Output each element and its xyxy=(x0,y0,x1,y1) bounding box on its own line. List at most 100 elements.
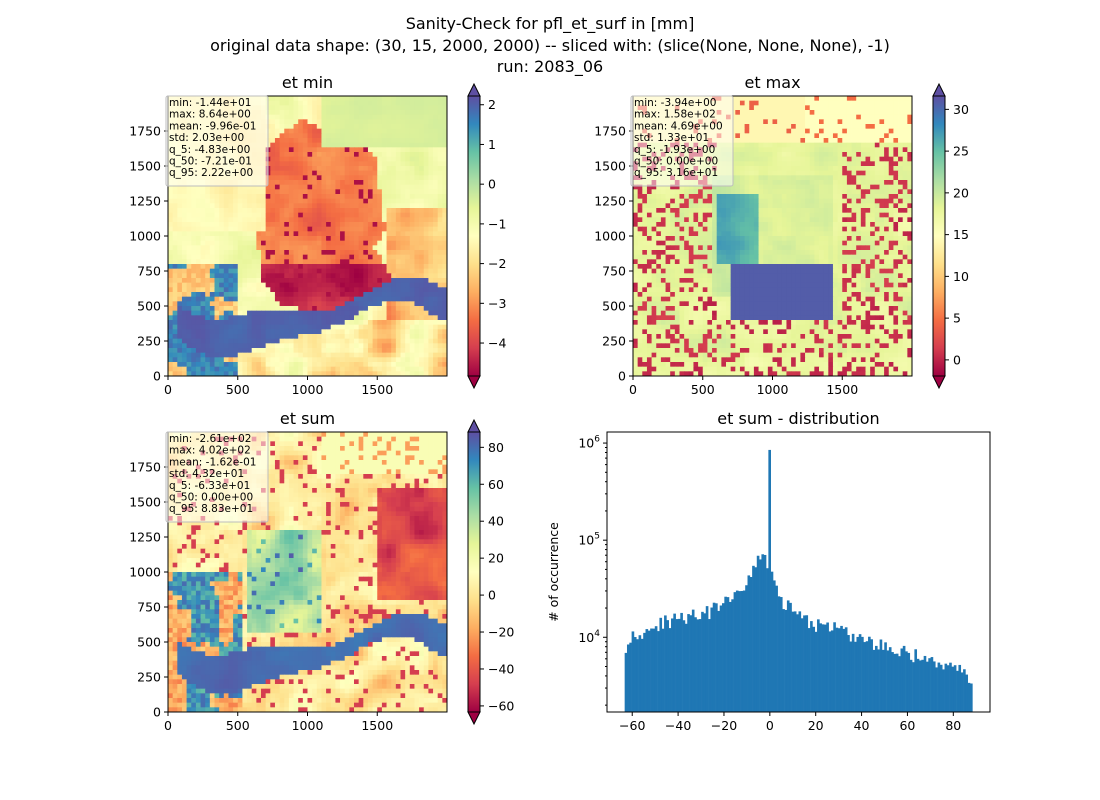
heatmap-cell xyxy=(358,268,364,274)
heatmap-cell xyxy=(870,152,876,158)
heatmap-cell xyxy=(409,180,415,186)
heatmap-cell xyxy=(330,128,336,134)
heatmap-cell xyxy=(367,273,373,279)
heatmap-cell xyxy=(386,320,392,326)
heatmap-cell xyxy=(758,170,764,176)
heatmap-cell xyxy=(860,161,866,167)
heatmap-cell xyxy=(828,128,834,134)
heatmap-cell xyxy=(423,96,429,102)
heatmap-cell xyxy=(172,278,178,284)
heatmap-cell xyxy=(274,315,280,321)
heatmap-cell xyxy=(284,315,290,321)
heatmap-cell xyxy=(354,114,360,120)
heatmap-cell xyxy=(242,217,248,223)
heatmap-cell xyxy=(247,208,253,214)
heatmap-cell xyxy=(414,259,420,265)
heatmap-cell xyxy=(298,357,304,363)
heatmap-cell xyxy=(437,329,443,335)
heatmap-cell xyxy=(409,240,415,246)
heatmap-cell xyxy=(228,203,234,209)
heatmap-cell xyxy=(228,329,234,335)
heatmap-cell xyxy=(177,292,183,298)
heatmap-cell xyxy=(214,194,220,200)
heatmap-cell xyxy=(330,184,336,190)
heatmap-cell xyxy=(437,208,443,214)
heatmap-cell xyxy=(846,138,852,144)
heatmap-cell xyxy=(307,194,313,200)
heatmap-cell xyxy=(298,142,304,148)
heatmap-cell xyxy=(316,338,322,344)
heatmap-cell xyxy=(739,161,745,167)
heatmap-cell xyxy=(633,189,639,195)
heatmap-cell xyxy=(279,236,285,242)
heatmap-cell xyxy=(777,166,783,172)
heatmap-cell xyxy=(298,184,304,190)
heatmap-cell xyxy=(326,329,332,335)
heatmap-cell xyxy=(321,222,327,228)
heatmap-cell xyxy=(414,119,420,125)
heatmap-cell xyxy=(674,184,680,190)
heatmap-cell xyxy=(340,217,346,223)
heatmap-cell xyxy=(186,194,192,200)
heatmap-cell xyxy=(354,273,360,279)
heatmap-cell xyxy=(753,194,759,200)
heatmap-cell xyxy=(735,184,741,190)
heatmap-cell xyxy=(377,366,383,372)
heatmap-cell xyxy=(223,203,229,209)
heatmap-cell xyxy=(758,119,764,125)
heatmap-cell xyxy=(186,264,192,270)
heatmap-cell xyxy=(270,371,276,377)
heatmap-cell xyxy=(391,338,397,344)
heatmap-cell xyxy=(181,343,187,349)
heatmap-cell xyxy=(437,259,443,265)
heatmap-cell xyxy=(363,343,369,349)
heatmap-cell xyxy=(386,128,392,134)
heatmap-cell xyxy=(312,156,318,162)
heatmap-cell xyxy=(195,348,201,354)
heatmap-cell xyxy=(330,152,336,158)
heatmap-cell xyxy=(302,138,308,144)
heatmap-cell xyxy=(265,226,271,232)
heatmap-cell xyxy=(735,156,741,162)
heatmap-cell xyxy=(340,152,346,158)
heatmap-cell xyxy=(419,287,425,293)
heatmap-cell xyxy=(377,138,383,144)
heatmap-cell xyxy=(335,268,341,274)
heatmap-cell xyxy=(279,166,285,172)
heatmap-cell xyxy=(786,138,792,144)
heatmap-cell xyxy=(186,287,192,293)
heatmap-cell xyxy=(395,320,401,326)
heatmap-cell xyxy=(767,96,773,102)
heatmap-cell xyxy=(181,203,187,209)
heatmap-cell xyxy=(391,198,397,204)
heatmap-cell xyxy=(316,217,322,223)
heatmap-cell xyxy=(233,240,239,246)
heatmap-cell xyxy=(321,189,327,195)
heatmap-cell xyxy=(344,320,350,326)
heatmap-cell xyxy=(805,156,811,162)
heatmap-cell xyxy=(312,138,318,144)
heatmap-cell xyxy=(316,110,322,116)
heatmap-cell xyxy=(279,212,285,218)
heatmap-cell xyxy=(800,133,806,139)
colorbar-tick-label: −2 xyxy=(488,256,506,271)
heatmap-cell xyxy=(233,254,239,260)
heatmap-cell xyxy=(381,105,387,111)
heatmap-cell xyxy=(270,250,276,256)
heatmap-cell xyxy=(209,334,215,340)
heatmap-cell xyxy=(279,189,285,195)
heatmap-cell xyxy=(865,105,871,111)
heatmap-cell xyxy=(344,105,350,111)
heatmap-cell xyxy=(744,161,750,167)
heatmap-cell xyxy=(298,296,304,302)
heatmap-cell xyxy=(354,292,360,298)
heatmap-cell xyxy=(200,352,206,358)
heatmap-cell xyxy=(660,194,666,200)
heatmap-cell xyxy=(302,301,308,307)
heatmap-cell xyxy=(386,133,392,139)
heatmap-cell xyxy=(414,310,420,316)
heatmap-cell xyxy=(270,212,276,218)
heatmap-cell xyxy=(274,110,280,116)
heatmap-cell xyxy=(242,310,248,316)
heatmap-cell xyxy=(270,315,276,321)
